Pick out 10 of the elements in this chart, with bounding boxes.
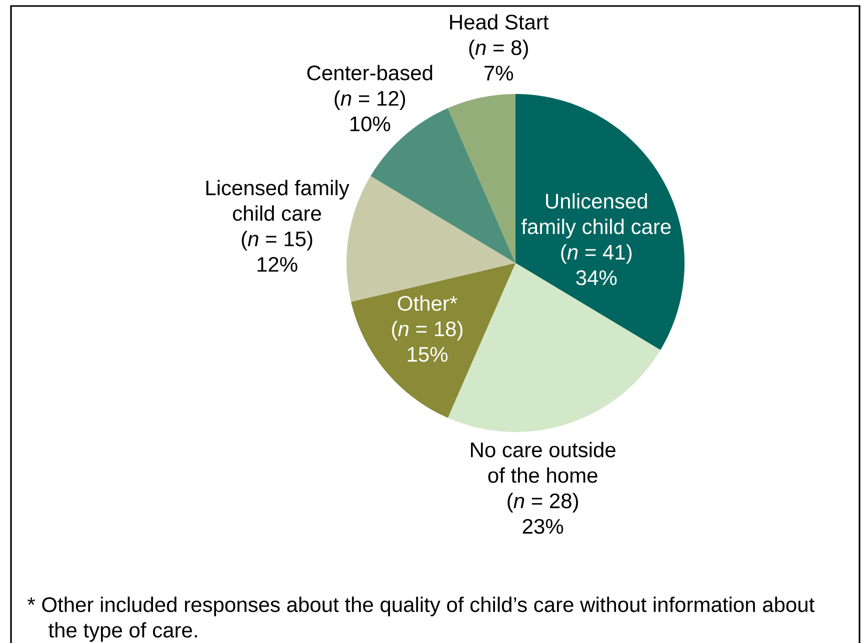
- data-label: (n = 8) 7%: [469, 40, 528, 80]
- data-label: (n = 41) 34%: [561, 244, 632, 286]
- data-label: (n = 12) 10%: [334, 90, 406, 132]
- text: * Other included responses about the quality of child’s care without information about the type of care.: [28, 596, 814, 642]
- slice-label: Center-based: [307, 64, 432, 80]
- data-label: (n = 28) 23%: [508, 492, 578, 534]
- slice-label: Other*: [398, 295, 458, 311]
- data-label: (n = 15) 12%: [242, 230, 312, 272]
- data-label: (n = 18) 15%: [392, 320, 462, 362]
- slice-label: Head Start: [450, 14, 549, 30]
